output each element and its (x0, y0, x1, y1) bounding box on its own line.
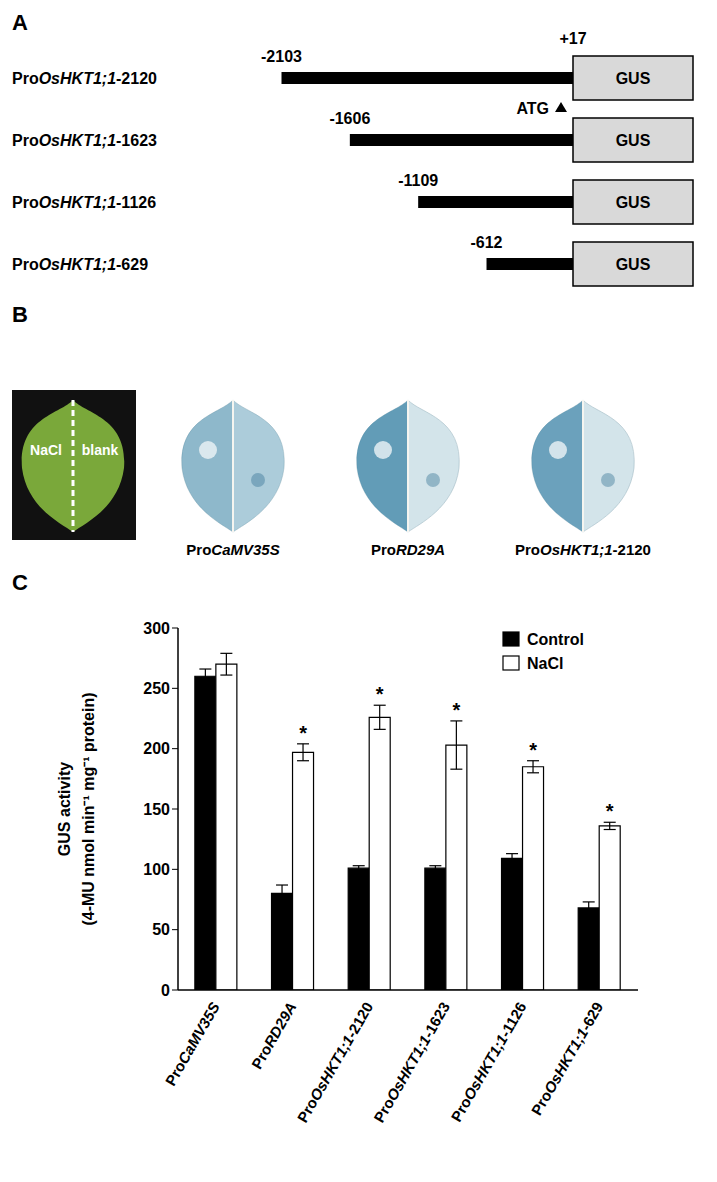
svg-text:NaCl: NaCl (527, 655, 563, 672)
svg-text:-1606: -1606 (329, 110, 370, 127)
svg-text:ProOsHKT1;1-1623: ProOsHKT1;1-1623 (12, 132, 157, 149)
svg-text:-612: -612 (470, 234, 502, 251)
svg-text:GUS: GUS (616, 132, 651, 149)
svg-text:*: * (529, 739, 537, 761)
svg-text:GUS activity: GUS activity (56, 762, 73, 856)
svg-text:GUS: GUS (616, 256, 651, 273)
svg-text:ProCaMV35S: ProCaMV35S (162, 999, 223, 1088)
svg-text:ProOsHKT1;1-2120: ProOsHKT1;1-2120 (294, 999, 377, 1125)
svg-text:ProOsHKT1;1-1623: ProOsHKT1;1-1623 (370, 999, 453, 1125)
svg-text:ProCaMV35S: ProCaMV35S (186, 541, 279, 558)
svg-text:GUS: GUS (616, 70, 651, 87)
svg-text:ATG: ATG (516, 100, 549, 117)
svg-text:50: 50 (152, 921, 170, 938)
svg-text:ProOsHKT1;1-2120: ProOsHKT1;1-2120 (12, 70, 157, 87)
svg-text:300: 300 (143, 620, 170, 637)
svg-text:Control: Control (527, 631, 584, 648)
svg-text:ProOsHKT1;1-1126: ProOsHKT1;1-1126 (12, 194, 156, 211)
svg-text:B: B (12, 302, 28, 327)
svg-text:-1109: -1109 (398, 172, 438, 189)
svg-text:150: 150 (143, 801, 170, 818)
svg-text:-2103: -2103 (261, 48, 302, 65)
svg-text:ProRD29A: ProRD29A (371, 541, 445, 558)
svg-text:250: 250 (143, 680, 170, 697)
svg-text:ProOsHKT1;1-629: ProOsHKT1;1-629 (12, 256, 148, 273)
svg-text:ProOsHKT1;1-1126: ProOsHKT1;1-1126 (447, 999, 529, 1124)
svg-text:200: 200 (143, 740, 170, 757)
svg-text:+17: +17 (559, 30, 586, 47)
svg-text:ProRD29A: ProRD29A (248, 999, 300, 1072)
svg-text:100: 100 (143, 861, 170, 878)
svg-text:*: * (606, 800, 614, 822)
svg-text:*: * (299, 722, 307, 744)
svg-text:0: 0 (161, 982, 170, 999)
svg-text:A: A (12, 10, 28, 35)
svg-text:C: C (12, 570, 28, 595)
svg-text:*: * (376, 683, 384, 705)
svg-text:ProOsHKT1;1-2120: ProOsHKT1;1-2120 (515, 541, 651, 558)
svg-text:ProOsHKT1;1-629: ProOsHKT1;1-629 (528, 999, 607, 1118)
svg-text:GUS: GUS (616, 194, 651, 211)
svg-text:NaCl: NaCl (30, 442, 62, 458)
svg-text:*: * (452, 699, 460, 721)
svg-text:blank: blank (82, 442, 119, 458)
svg-text:(4-MU nmol min⁻¹ mg⁻¹ protein): (4-MU nmol min⁻¹ mg⁻¹ protein) (80, 692, 97, 925)
